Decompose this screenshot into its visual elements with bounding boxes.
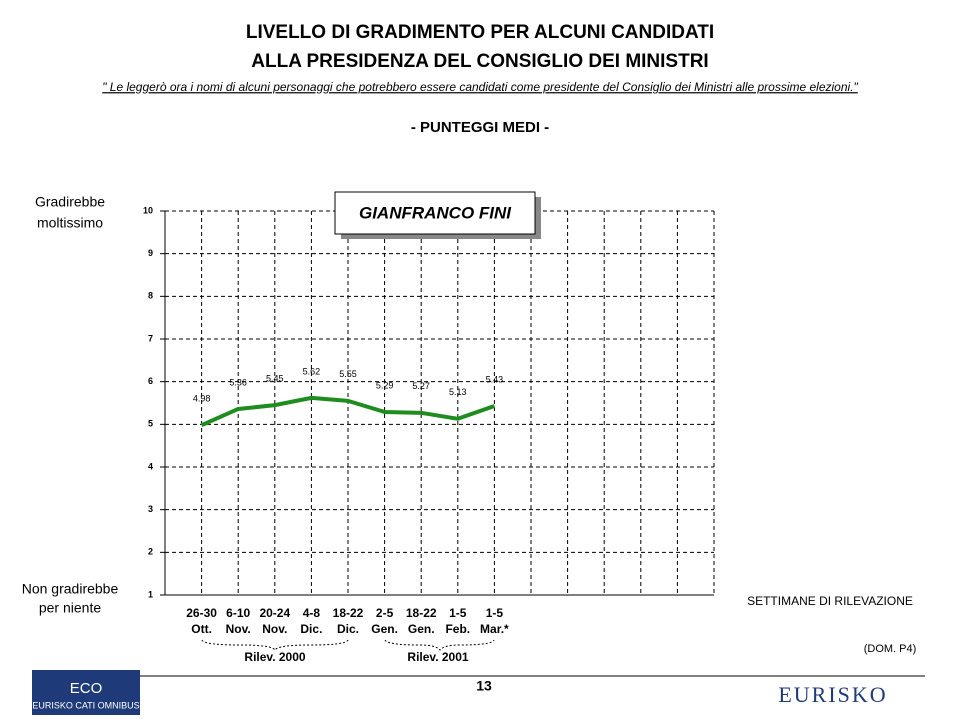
x-tick-label: 6-10 <box>226 606 250 620</box>
x-tick-label: 1-5 <box>449 606 467 620</box>
page-number: 13 <box>476 678 492 694</box>
data-label: 5.27 <box>412 381 430 391</box>
data-label: 5.55 <box>339 369 357 379</box>
y-tick-label: 6 <box>148 376 153 386</box>
data-label: 5.62 <box>303 366 321 376</box>
x-axis-label: SETTIMANE DI RILEVAZIONE <box>747 594 913 608</box>
x-tick-label: Ott. <box>191 622 212 636</box>
y-top-label: moltissimo <box>37 215 103 231</box>
logo-left-box <box>32 670 140 715</box>
y-tick-label: 1 <box>148 589 153 599</box>
group-label: Rilev. 2000 <box>244 650 305 664</box>
x-tick-label: 18-22 <box>333 606 364 620</box>
y-tick-label: 2 <box>148 547 153 557</box>
x-tick-label: Nov. <box>262 622 287 636</box>
group-label: Rilev. 2001 <box>407 650 468 664</box>
x-tick-label: Gen. <box>371 622 398 636</box>
x-tick-label: 20-24 <box>259 606 290 620</box>
legend-label: GIANFRANCO FINI <box>359 203 512 222</box>
data-label: 4.98 <box>193 394 211 404</box>
group-brace <box>384 639 495 651</box>
data-label: 5.43 <box>486 374 504 384</box>
y-bottom-label: per niente <box>39 600 101 616</box>
data-label: 5.29 <box>376 380 394 390</box>
data-label: 5.36 <box>229 377 247 387</box>
subtitle: " Le leggerò ora i nomi di alcuni person… <box>102 80 858 94</box>
group-brace <box>201 639 349 651</box>
section-title: - PUNTEGGI MEDI - <box>411 119 549 136</box>
title-line: LIVELLO DI GRADIMENTO PER ALCUNI CANDIDA… <box>246 22 714 43</box>
y-top-label: Gradirebbe <box>35 194 105 210</box>
legend: GIANFRANCO FINI <box>334 191 541 239</box>
logo-left-text: ECO <box>70 680 103 697</box>
y-tick-label: 3 <box>148 504 153 514</box>
y-tick-label: 7 <box>148 333 153 343</box>
x-tick-label: Dic. <box>300 622 322 636</box>
x-tick-label: 18-22 <box>406 606 437 620</box>
y-tick-label: 10 <box>143 205 153 215</box>
x-tick-label: Feb. <box>445 622 470 636</box>
x-tick-label: Mar.* <box>480 622 509 636</box>
y-bottom-label: Non gradirebbe <box>22 581 119 597</box>
title-line: ALLA PRESIDENZA DEL CONSIGLIO DEI MINIST… <box>251 51 708 72</box>
y-tick-label: 8 <box>148 291 153 301</box>
y-tick-label: 5 <box>148 419 153 429</box>
data-label: 5.45 <box>266 374 284 384</box>
logo-left-sub: EURISKO CATI OMNIBUS <box>32 700 139 710</box>
data-label: 5.13 <box>449 387 467 397</box>
legend-box <box>334 191 536 235</box>
y-tick-label: 4 <box>148 461 153 471</box>
logo-right: EURISKO <box>778 682 887 707</box>
x-tick-label: 26-30 <box>186 606 217 620</box>
series-line <box>200 395 496 428</box>
x-tick-label: 2-5 <box>376 606 394 620</box>
x-tick-label: Nov. <box>226 622 251 636</box>
x-tick-label: Gen. <box>408 622 435 636</box>
x-tick-label: 4-8 <box>303 606 321 620</box>
y-tick-label: 9 <box>148 248 153 258</box>
x-tick-label: 1-5 <box>486 606 504 620</box>
x-tick-label: Dic. <box>337 622 359 636</box>
source-note: (DOM. P4) <box>864 643 917 655</box>
